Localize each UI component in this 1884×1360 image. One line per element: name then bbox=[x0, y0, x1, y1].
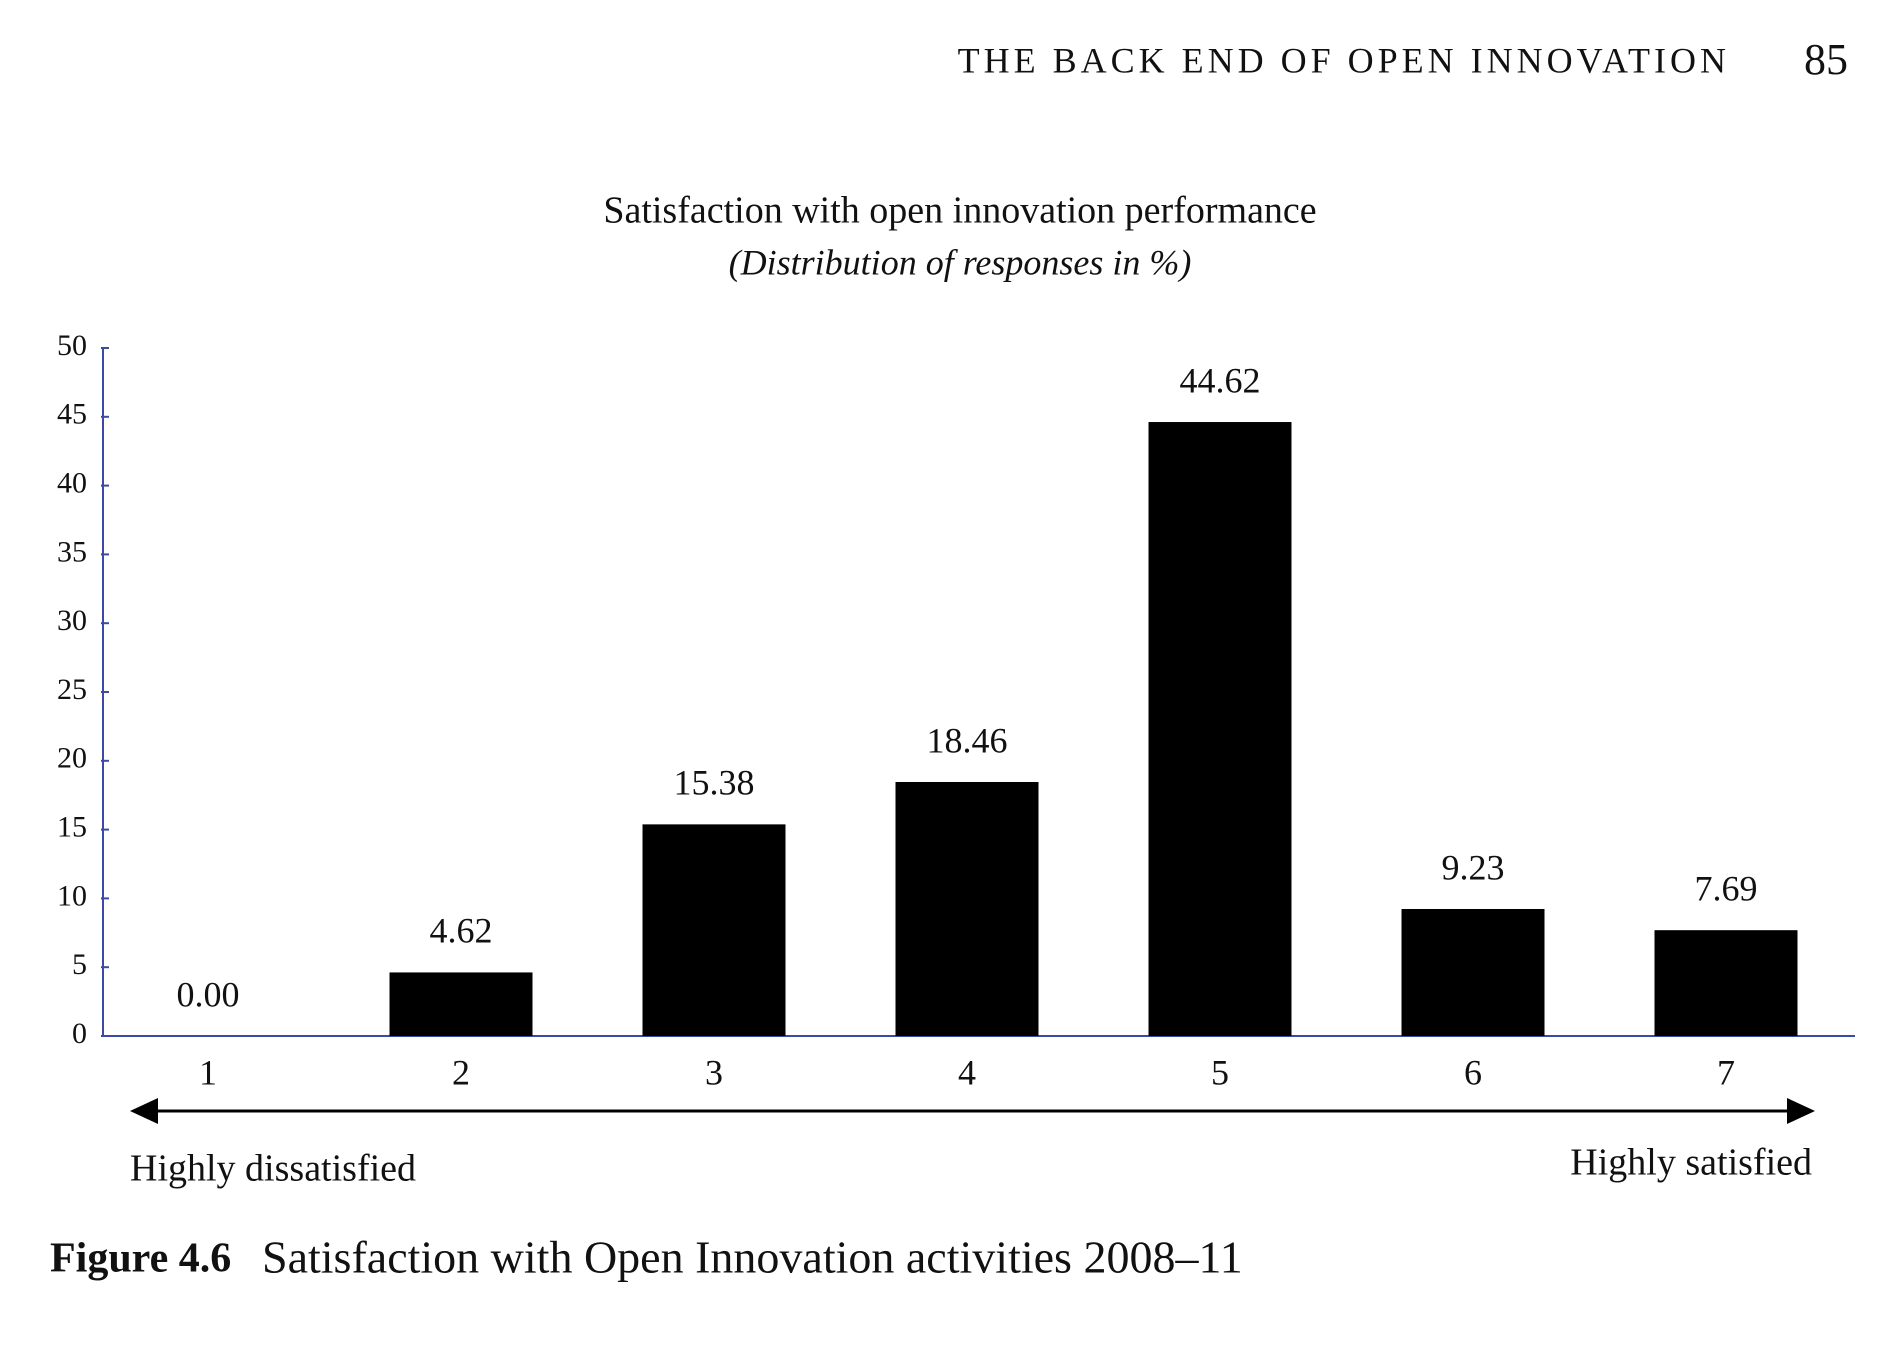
x-tick-label: 6 bbox=[1464, 1052, 1482, 1092]
arrow-head bbox=[130, 1098, 158, 1124]
y-tick-label: 15 bbox=[57, 810, 87, 843]
y-tick-label: 40 bbox=[57, 466, 87, 499]
bar bbox=[1401, 908, 1545, 1036]
page-number: 85 bbox=[1804, 35, 1848, 84]
y-tick-label: 0 bbox=[72, 1017, 87, 1050]
x-tick-label: 2 bbox=[452, 1052, 470, 1092]
chart-title: Satisfaction with open innovation perfor… bbox=[603, 190, 1316, 232]
y-tick-label: 35 bbox=[57, 535, 87, 568]
bar bbox=[1148, 422, 1292, 1036]
scale-arrow bbox=[130, 1098, 1815, 1124]
value-label: 18.46 bbox=[927, 720, 1008, 760]
y-tick-label: 45 bbox=[57, 398, 87, 431]
bar bbox=[1654, 930, 1798, 1036]
caption-label: Figure 4.6 bbox=[50, 1236, 231, 1282]
x-tick-label: 5 bbox=[1211, 1052, 1229, 1092]
value-label: 4.62 bbox=[430, 911, 493, 951]
annotation: Highly satisfied bbox=[1570, 1142, 1812, 1184]
value-label: 7.69 bbox=[1695, 868, 1758, 908]
chart-subtitle: (Distribution of responses in %) bbox=[729, 242, 1192, 282]
y-tick-label: 25 bbox=[57, 673, 87, 706]
bar bbox=[895, 781, 1039, 1036]
value-label: 9.23 bbox=[1442, 847, 1505, 887]
y-tick-label: 5 bbox=[72, 948, 87, 981]
annotation: Highly dissatisfied bbox=[130, 1148, 416, 1190]
y-tick-label: 20 bbox=[57, 742, 87, 775]
y-tick-label: 30 bbox=[57, 604, 87, 637]
value-label: 15.38 bbox=[674, 763, 755, 803]
y-tick-label: 50 bbox=[57, 329, 87, 362]
running-header: THE BACK END OF OPEN INNOVATION bbox=[958, 40, 1730, 80]
bar bbox=[642, 824, 786, 1036]
x-tick-label: 1 bbox=[199, 1052, 217, 1092]
x-tick-label: 4 bbox=[958, 1052, 976, 1092]
caption-text: Satisfaction with Open Innovation activi… bbox=[262, 1232, 1243, 1283]
x-tick-label: 7 bbox=[1717, 1052, 1735, 1092]
x-tick-label: 3 bbox=[705, 1052, 723, 1092]
bar bbox=[389, 972, 533, 1036]
arrow-head bbox=[1787, 1098, 1815, 1124]
y-tick-label: 10 bbox=[57, 879, 87, 912]
value-label: 0.00 bbox=[177, 974, 240, 1014]
value-label: 44.62 bbox=[1180, 360, 1261, 400]
